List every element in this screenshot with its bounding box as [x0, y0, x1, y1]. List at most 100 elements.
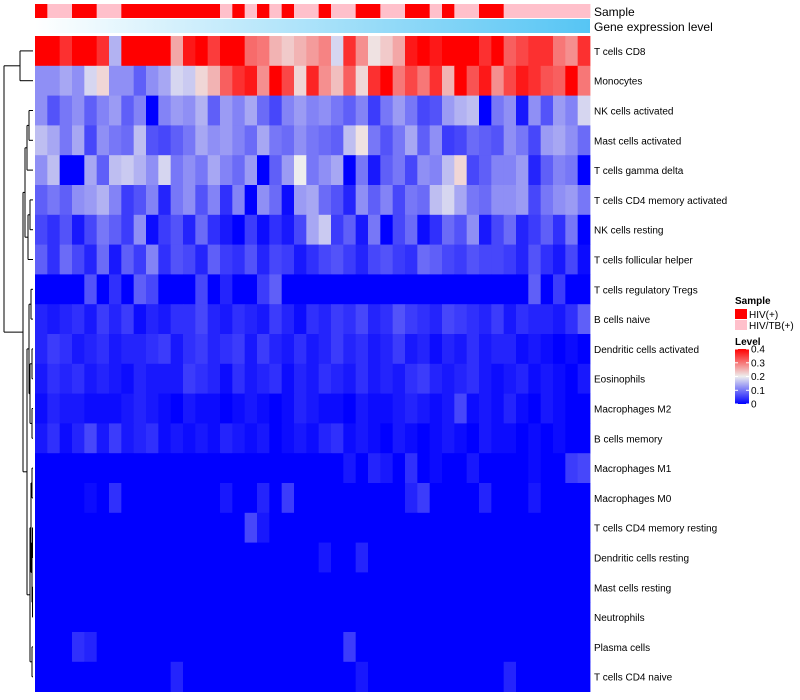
sample-annotation-cell — [72, 4, 85, 18]
heatmap-cell — [232, 572, 246, 603]
heatmap-cell — [368, 185, 381, 216]
heatmap-cell — [121, 423, 135, 454]
row-label: T cells CD4 naive — [594, 673, 673, 684]
heatmap-cell — [195, 36, 209, 67]
heatmap-cell — [479, 661, 492, 692]
heatmap-cell — [318, 274, 332, 305]
heatmap-cell — [491, 661, 505, 692]
heatmap-cell — [405, 304, 418, 335]
heatmap-cell — [195, 244, 209, 275]
heatmap-cell — [146, 632, 159, 663]
heatmap-cell — [331, 65, 344, 96]
heatmap-cell — [405, 661, 418, 692]
heatmap-cell — [158, 512, 172, 543]
heatmap-cell — [540, 542, 554, 573]
heatmap-cell — [516, 65, 529, 96]
heatmap-cell — [405, 334, 418, 365]
heatmap-cell — [257, 36, 270, 67]
heatmap-cell — [516, 185, 529, 216]
heatmap-cell — [466, 244, 480, 275]
heatmap-cell — [35, 483, 48, 514]
heatmap-cell — [479, 274, 492, 305]
heatmap-cell — [405, 155, 418, 186]
heatmap-cell — [417, 512, 431, 543]
heatmap-cell — [355, 274, 369, 305]
heatmap-cell — [355, 542, 369, 573]
heatmap-cell — [96, 214, 110, 245]
heatmap-cell — [306, 334, 320, 365]
heatmap-cell — [405, 95, 418, 126]
heatmap-cell — [503, 95, 517, 126]
heatmap-cell — [454, 304, 468, 335]
heatmap-cell — [355, 304, 369, 335]
heatmap-cell — [540, 423, 554, 454]
sample-annotation-cell — [170, 4, 184, 18]
heatmap-cell — [195, 304, 209, 335]
row-label: Plasma cells — [594, 643, 650, 654]
heatmap-cell — [232, 274, 246, 305]
heatmap-cell — [281, 423, 295, 454]
heatmap-cell — [565, 542, 579, 573]
heatmap-cell — [368, 512, 381, 543]
heatmap-cell — [183, 65, 196, 96]
heatmap-cell — [257, 155, 270, 186]
heatmap-cell — [503, 65, 517, 96]
row-label: T cells CD8 — [594, 47, 646, 58]
heatmap-cell — [269, 363, 283, 394]
heatmap-cell — [183, 661, 196, 692]
heatmap-cell — [540, 453, 554, 484]
heatmap-cell — [442, 453, 455, 484]
heatmap-cell — [294, 214, 307, 245]
heatmap-cell — [281, 334, 295, 365]
heatmap-cell — [331, 304, 344, 335]
heatmap-cell — [553, 244, 566, 275]
heatmap-cell — [306, 155, 320, 186]
gene-expression-annotation-bar — [35, 19, 590, 33]
heatmap-cell — [207, 512, 221, 543]
heatmap-cell — [257, 632, 270, 663]
heatmap-cell — [368, 661, 381, 692]
heatmap-cell — [392, 155, 406, 186]
heatmap-cell — [577, 393, 591, 424]
heatmap-cell — [232, 65, 246, 96]
heatmap-cell — [146, 155, 159, 186]
sample-annotation-cell — [207, 4, 221, 18]
heatmap-cell — [220, 602, 233, 633]
heatmap-cell — [35, 274, 48, 305]
heatmap-cell — [331, 95, 344, 126]
heatmap-cell — [479, 95, 492, 126]
heatmap-cell — [577, 95, 591, 126]
heatmap-cell — [281, 632, 295, 663]
heatmap-cell — [146, 274, 159, 305]
heatmap-cell — [343, 453, 357, 484]
heatmap-cell — [294, 453, 307, 484]
heatmap-cell — [306, 661, 320, 692]
heatmap-cell — [47, 65, 61, 96]
heatmap-cell — [47, 274, 61, 305]
heatmap-cell — [183, 155, 196, 186]
heatmap-cell — [405, 542, 418, 573]
row-label: Macrophages M1 — [594, 464, 672, 475]
heatmap-cell — [59, 274, 73, 305]
heatmap-cell — [429, 602, 443, 633]
heatmap-cells — [35, 36, 591, 692]
heatmap-cell — [96, 334, 110, 365]
heatmap-cell — [528, 632, 542, 663]
heatmap-cell — [281, 602, 295, 633]
heatmap-cell — [133, 363, 147, 394]
heatmap-cell — [72, 244, 85, 275]
heatmap-cell — [72, 334, 85, 365]
heatmap-cell — [553, 125, 566, 156]
heatmap-cell — [368, 244, 381, 275]
heatmap-cell — [577, 274, 591, 305]
heatmap-cell — [47, 214, 61, 245]
heatmap-cell — [170, 363, 184, 394]
heatmap-cell — [528, 304, 542, 335]
heatmap-cell — [109, 483, 122, 514]
heatmap-cell — [380, 363, 394, 394]
heatmap-cell — [306, 304, 320, 335]
heatmap-cell — [281, 95, 295, 126]
sample-annotation-cell — [392, 4, 406, 18]
heatmap-cell — [207, 214, 221, 245]
heatmap-cell — [281, 542, 295, 573]
